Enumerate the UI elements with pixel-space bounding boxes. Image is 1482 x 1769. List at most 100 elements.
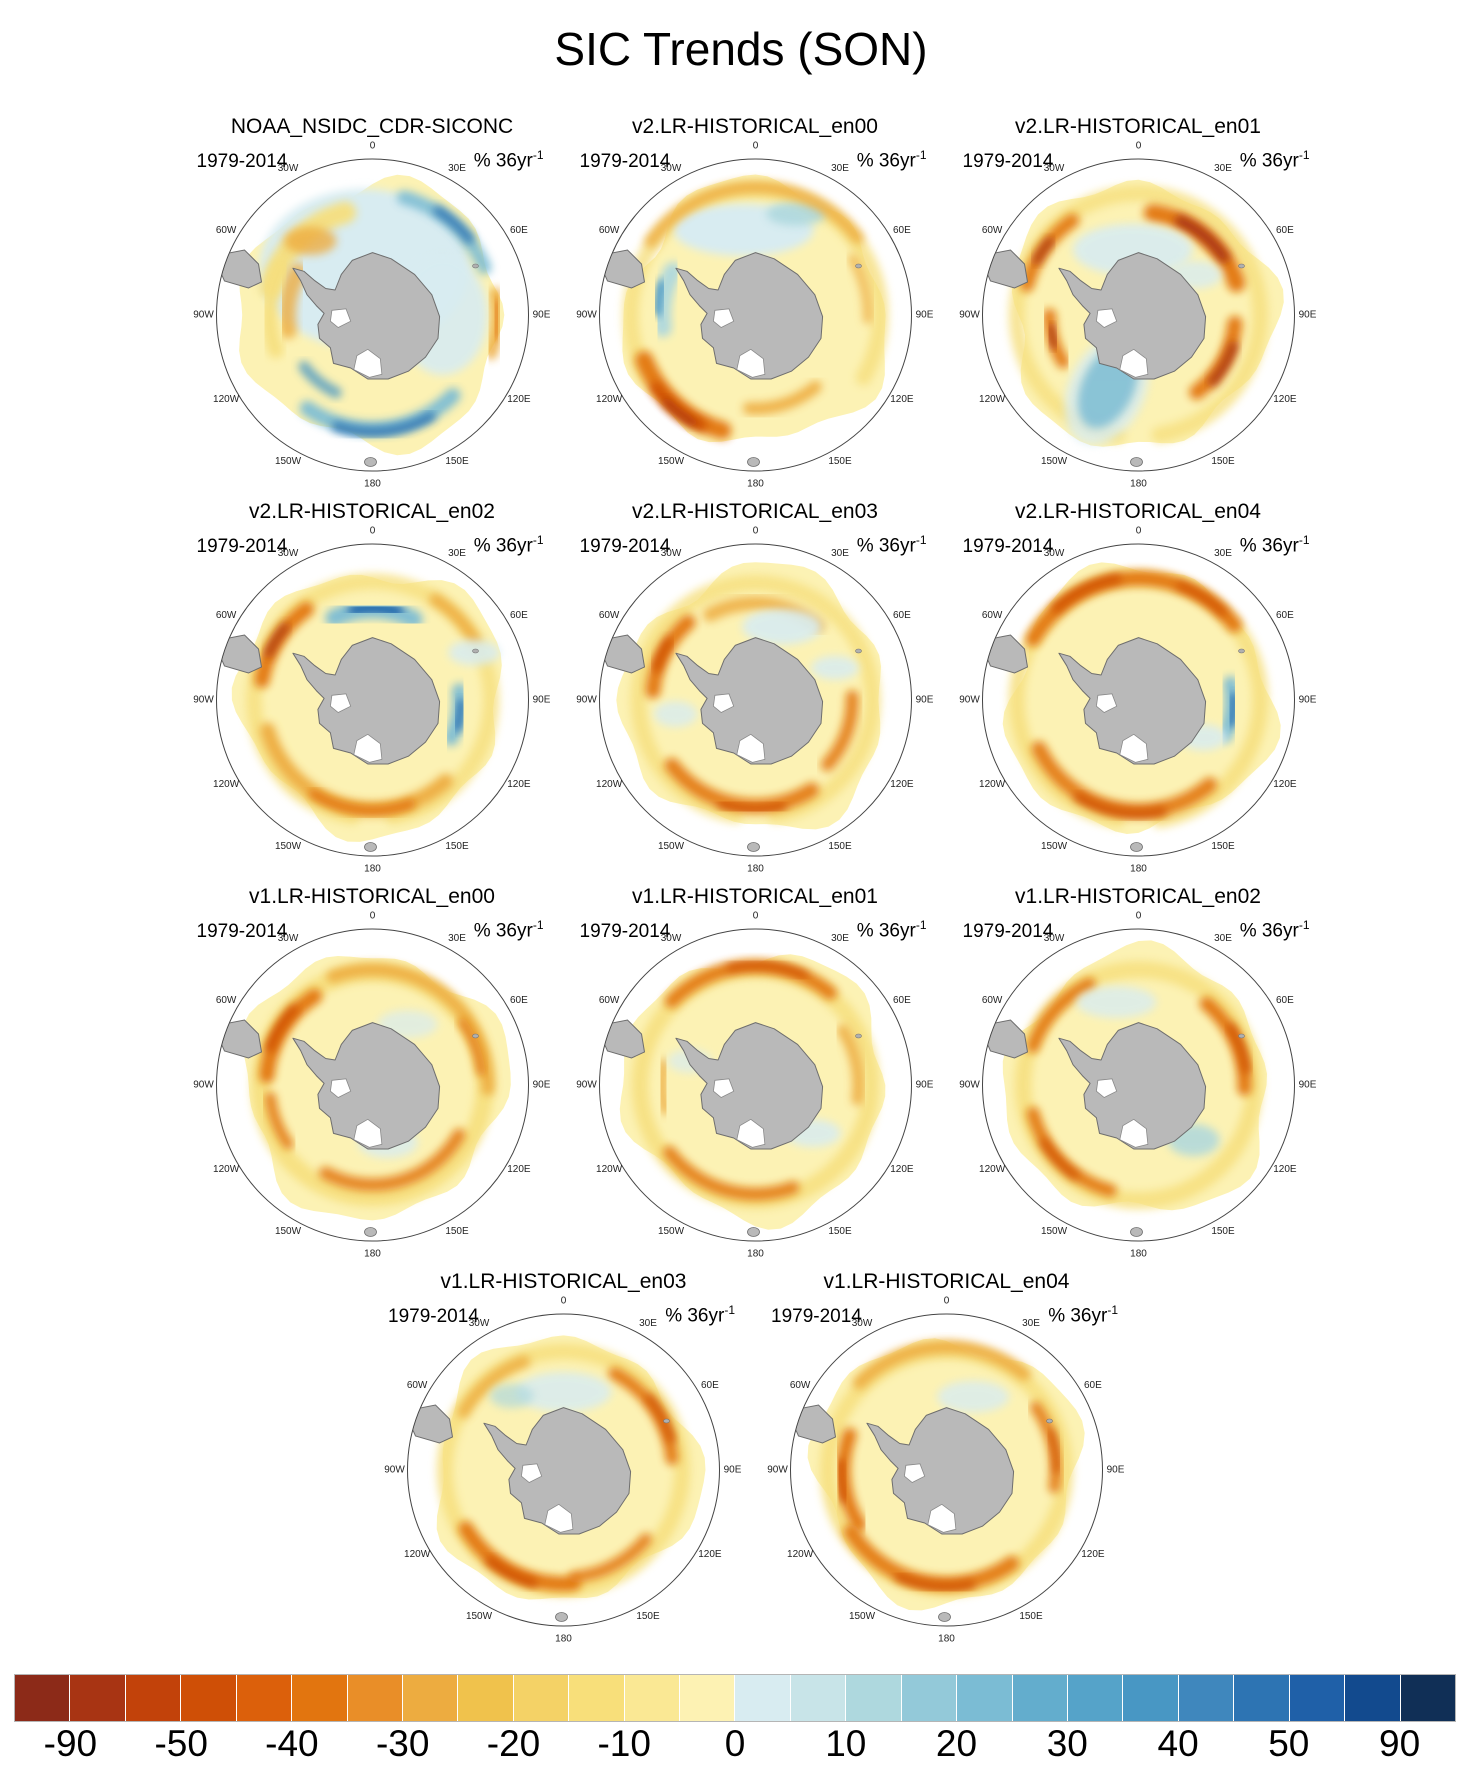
land-group (216, 249, 479, 467)
longitude-label: 180 (1130, 479, 1147, 490)
longitude-label: 150E (445, 456, 469, 467)
longitude-label: 150W (657, 841, 684, 852)
longitude-label: 60W (407, 1380, 428, 1391)
longitude-label: 30E (1214, 933, 1232, 944)
land-group (408, 1404, 670, 1622)
colorbar-swatch (15, 1675, 70, 1721)
units-exponent: -1 (915, 148, 927, 162)
longitude-label: 90W (576, 1080, 597, 1091)
panel-units-label: % 36yr-1 (857, 148, 927, 172)
units-exponent: -1 (532, 148, 544, 162)
longitude-label: 180 (1130, 1249, 1147, 1260)
units-base: % 36yr (856, 535, 916, 557)
longitude-label: 120E (890, 779, 914, 790)
map-boundary-circle (981, 928, 1295, 1242)
antarctic-map: 0 30E 60E 90E 120E 150E 180 150W 120W 90W 60W 30W (959, 526, 1317, 875)
longitude-label: 120E (507, 394, 531, 405)
longitude-label: 60E (1084, 1380, 1102, 1391)
colorbar-tick: 0 (724, 1723, 746, 1764)
units-base: % 36yr (1239, 535, 1299, 557)
colorbar-swatch (1345, 1675, 1400, 1721)
map-panel: v1.LR-HISTORICAL_en03 1979-2014 % 36yr-1… (372, 1270, 755, 1662)
longitude-label: 30W (469, 1318, 490, 1329)
colorbar-tick: 50 (1268, 1723, 1310, 1764)
map-panel: v1.LR-HISTORICAL_en04 1979-2014 % 36yr-1… (755, 1270, 1138, 1662)
panel-period-label: 1979-2014 (962, 921, 1054, 942)
longitude-label: 150E (828, 456, 852, 467)
colorbar-tick-labels: -90 -50 -40 -30 -20 -10 0 10 20 30 40 50 90 (15, 1723, 1455, 1769)
colorbar-tick: 40 (1157, 1723, 1199, 1764)
colorbar-swatch (1068, 1675, 1123, 1721)
units-exponent: -1 (532, 918, 544, 932)
island-south (746, 842, 760, 852)
colorbar-swatch (1234, 1675, 1289, 1721)
colorbar-swatch (1289, 1675, 1345, 1721)
units-exponent: -1 (1298, 533, 1310, 547)
longitude-label: 150W (274, 456, 301, 467)
map-boundary-circle (215, 928, 529, 1242)
units-base: % 36yr (1239, 920, 1299, 942)
island-south (746, 1227, 760, 1237)
longitude-label: 120W (596, 779, 623, 790)
longitude-label: 30E (1214, 163, 1232, 174)
longitude-label: 150E (1211, 841, 1235, 852)
longitude-label: 0 (561, 1296, 567, 1307)
longitude-label: 120E (890, 1164, 914, 1175)
longitude-label: 30W (1043, 548, 1064, 559)
panel-units-label: % 36yr-1 (1240, 533, 1310, 557)
panel-title: v1.LR-HISTORICAL_en03 (440, 1270, 687, 1293)
units-base: % 36yr (473, 920, 533, 942)
colorbar-swatch (735, 1675, 790, 1721)
land-group (216, 634, 479, 852)
map-boundary-circle (215, 543, 529, 857)
longitude-label: 150E (1211, 456, 1235, 467)
antarctic-map: 0 30E 60E 90E 120E 150E 180 150W 120W 90W 60W 30W (959, 141, 1317, 490)
panel-title: v2.LR-HISTORICAL_en01 (1015, 115, 1261, 138)
panel-title: v2.LR-HISTORICAL_en00 (632, 115, 878, 138)
small-island (471, 1033, 479, 1039)
longitude-label: 60E (1276, 995, 1294, 1006)
longitude-label: 60W (981, 995, 1002, 1006)
colorbar-swatch (181, 1675, 236, 1721)
longitude-label: 60E (701, 1380, 719, 1391)
panel-units-label: % 36yr-1 (474, 533, 544, 557)
longitude-label: 90E (915, 310, 933, 321)
colorbar-swatch (569, 1675, 624, 1721)
small-island (854, 648, 862, 654)
units-exponent: -1 (915, 918, 927, 932)
antarctic-map: 0 30E 60E 90E 120E 150E 180 150W 120W 90W 60W 30W (576, 141, 934, 490)
colorbar-swatch (70, 1675, 125, 1721)
colorbar-tick: -30 (375, 1723, 430, 1764)
longitude-label: 60W (215, 225, 236, 236)
longitude-label: 90E (1298, 310, 1316, 321)
longitude-label: 60E (893, 610, 911, 621)
panel-units-label: % 36yr-1 (1048, 1303, 1118, 1327)
colorbar: -90 -50 -40 -30 -20 -10 0 10 20 30 40 50 90 (14, 1674, 1456, 1764)
land-group (982, 1019, 1245, 1237)
longitude-label: 120E (507, 779, 531, 790)
map-boundary-circle (598, 543, 912, 857)
colorbar-tick: 10 (825, 1723, 867, 1764)
colorbar-swatch (236, 1675, 292, 1721)
longitude-label: 30W (277, 548, 298, 559)
longitude-label: 150E (1019, 1611, 1043, 1622)
small-island (1237, 263, 1245, 269)
map-panel: v2.LR-HISTORICAL_en04 1979-2014 % 36yr-1… (947, 500, 1330, 892)
colorbar-swatch (957, 1675, 1012, 1721)
panel-period-label: 1979-2014 (579, 921, 671, 942)
longitude-label: 150W (466, 1611, 493, 1622)
trend-field (216, 956, 511, 1237)
longitude-label: 0 (752, 141, 758, 152)
colorbar-swatch (790, 1675, 846, 1721)
panel-title: NOAA_NSIDC_CDR-SICONC (230, 115, 514, 138)
map-panel: v2.LR-HISTORICAL_en02 1979-2014 % 36yr-1… (181, 500, 564, 892)
panel-period-label: 1979-2014 (579, 536, 671, 557)
longitude-label: 90W (193, 1080, 214, 1091)
antarctic-map: 0 30E 60E 90E 120E 150E 180 150W 120W 90W 60W 30W (193, 911, 551, 1260)
panel-units-label: % 36yr-1 (857, 533, 927, 557)
units-exponent: -1 (1298, 918, 1310, 932)
longitude-label: 150W (657, 456, 684, 467)
colorbar-tick: 90 (1379, 1723, 1421, 1764)
trend-field (982, 562, 1281, 852)
colorbar-cells (14, 1674, 1456, 1722)
